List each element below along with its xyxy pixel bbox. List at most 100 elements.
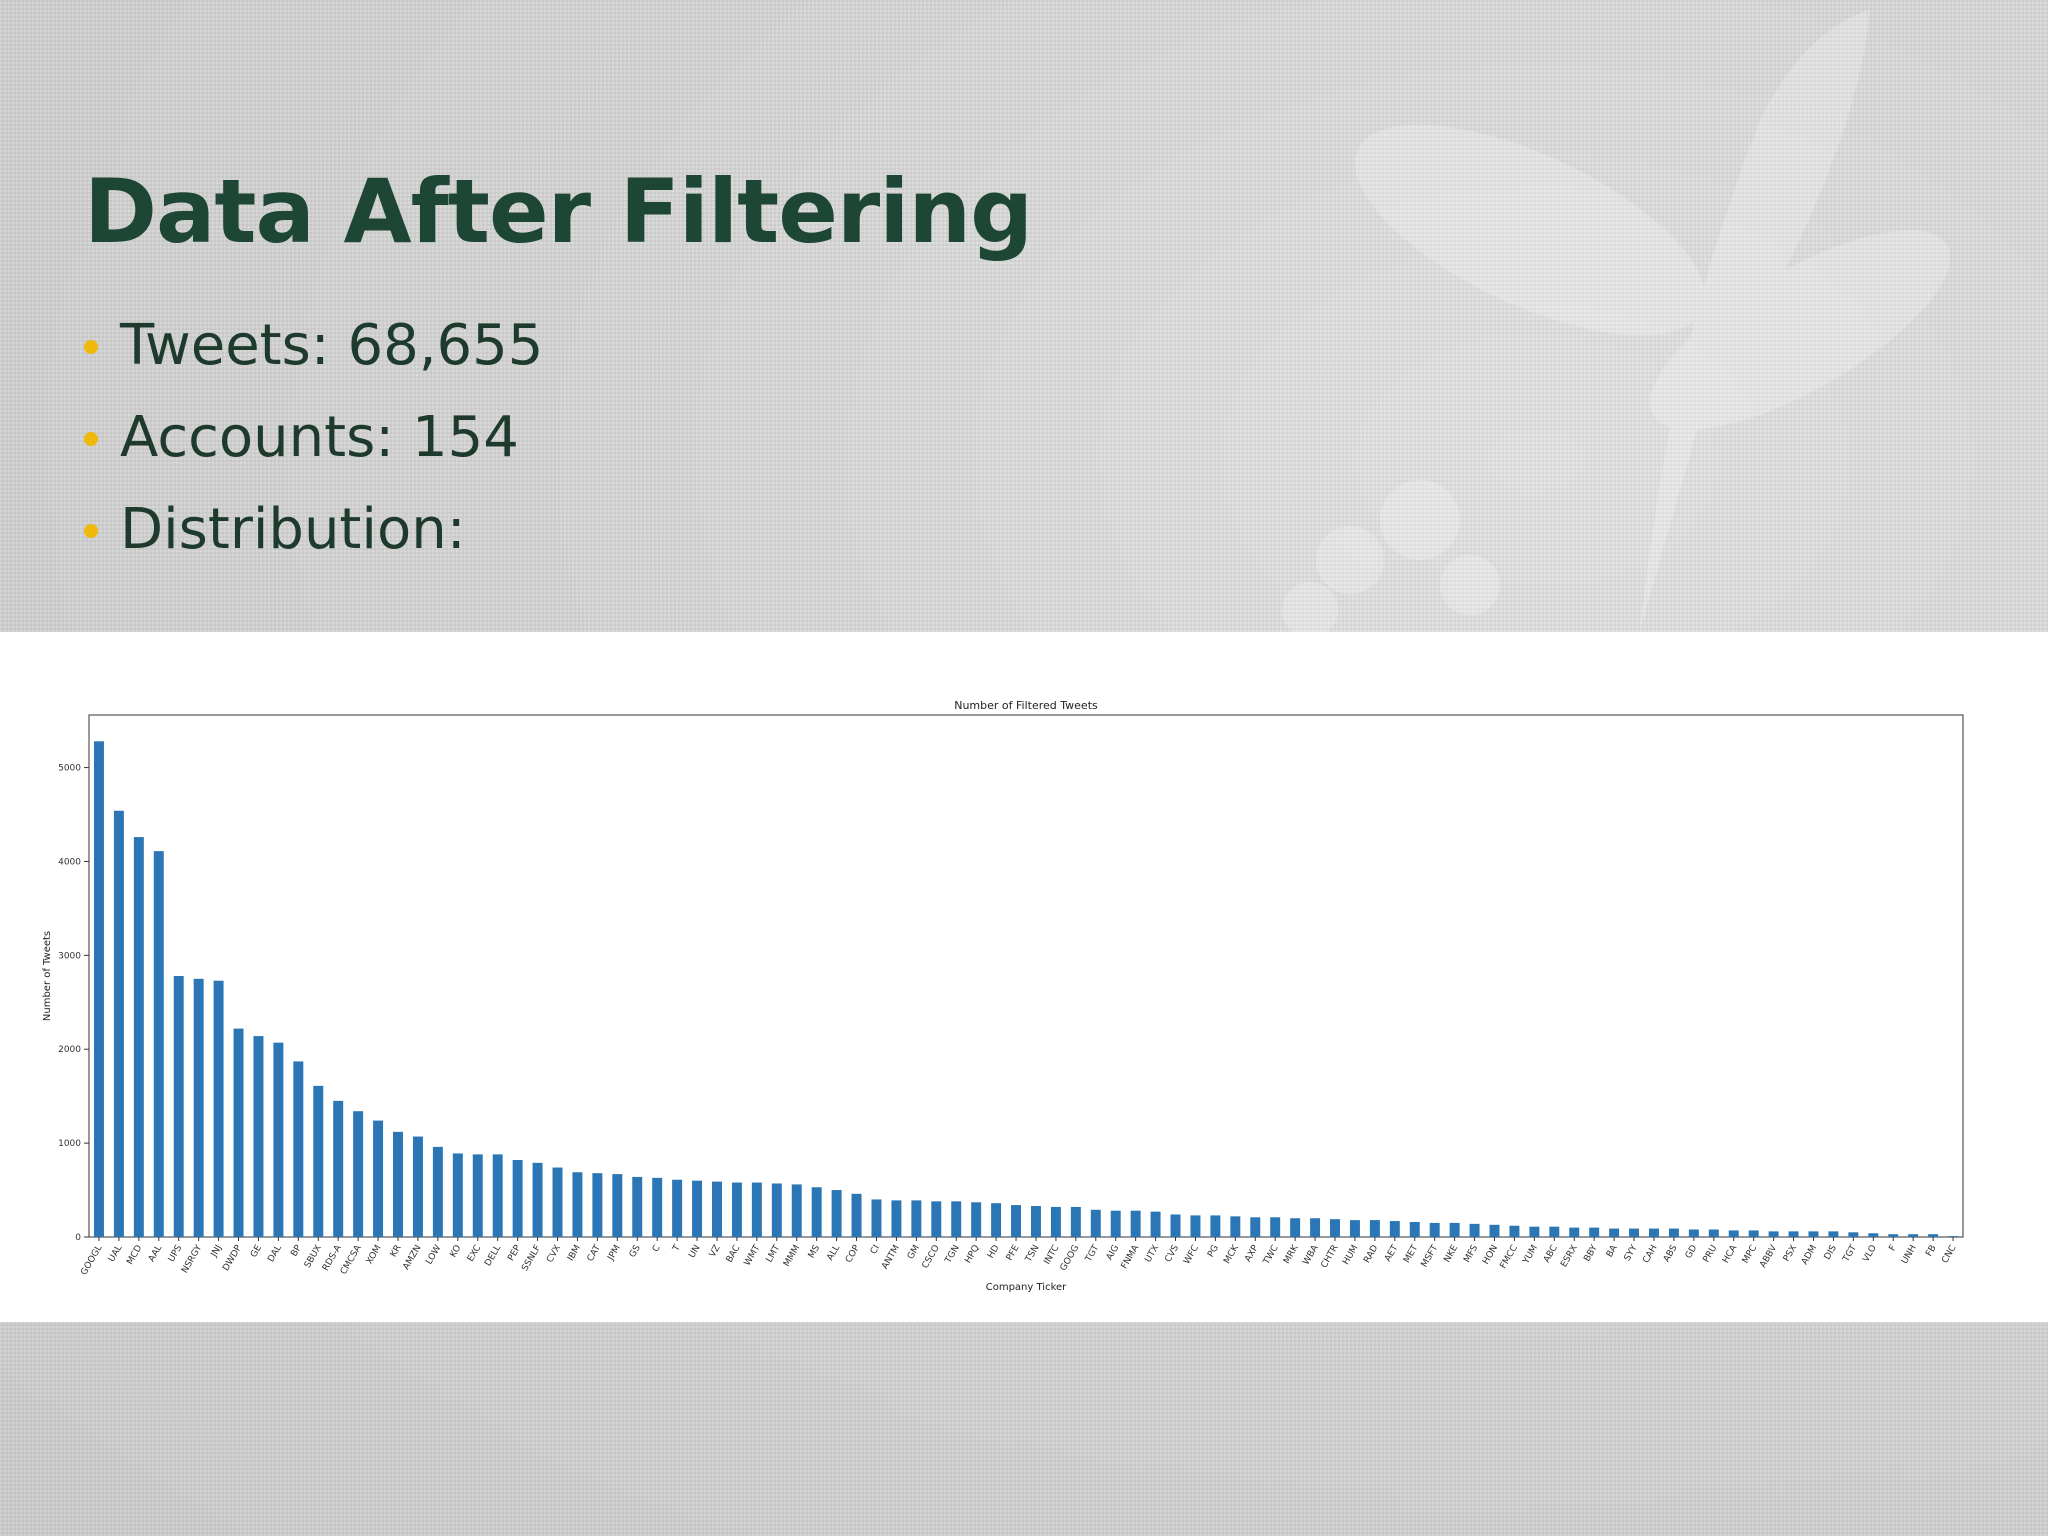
x-tick-label: GE xyxy=(249,1243,264,1259)
x-tick-label: TGT xyxy=(1083,1243,1101,1265)
bar-esrx xyxy=(1569,1227,1580,1237)
x-tick-label: DIS xyxy=(1823,1243,1839,1261)
slide-title: Data After Filtering xyxy=(84,160,1033,263)
x-tick-label: T xyxy=(671,1243,683,1254)
x-tick-label: CAH xyxy=(1641,1244,1659,1266)
x-tick-label: SBUX xyxy=(303,1244,324,1270)
x-tick-label: MSFT xyxy=(1420,1243,1441,1269)
bar-ssnlf xyxy=(532,1162,543,1237)
bar-dell xyxy=(492,1154,503,1237)
x-tick-label: PG xyxy=(1206,1243,1221,1259)
x-tick-label: VLO xyxy=(1861,1244,1879,1265)
x-tick-label: WMT xyxy=(743,1243,763,1268)
bullet-text: Distribution: xyxy=(120,497,466,562)
bar-ko xyxy=(452,1153,463,1237)
bar-fb xyxy=(1928,1234,1939,1237)
x-tick-label: MS xyxy=(807,1243,823,1260)
bar-exc xyxy=(472,1154,483,1237)
x-tick-label: ANTM xyxy=(880,1244,902,1272)
y-tick-label: 5000 xyxy=(58,764,81,774)
x-tick-label: GM xyxy=(906,1244,922,1262)
x-tick-label: MET xyxy=(1402,1243,1420,1265)
x-tick-label: AET xyxy=(1383,1243,1401,1263)
x-tick-label: KO xyxy=(449,1244,464,1260)
bar-met xyxy=(1409,1221,1420,1237)
x-tick-label: ADM xyxy=(1800,1244,1819,1267)
x-tick-label: AXP xyxy=(1243,1243,1261,1264)
x-tick-label: MPC xyxy=(1741,1244,1759,1266)
bar-hca xyxy=(1728,1230,1739,1237)
x-tick-label: HCA xyxy=(1721,1243,1740,1265)
x-tick-label: INTC xyxy=(1043,1244,1062,1267)
x-tick-label: FMCC xyxy=(1499,1244,1520,1271)
x-tick-label: BP xyxy=(289,1243,304,1259)
bar-cnc xyxy=(1948,1236,1959,1237)
x-tick-label: ABS xyxy=(1662,1243,1680,1264)
x-tick-label: UAL xyxy=(107,1244,125,1264)
x-tick-label: HD xyxy=(986,1243,1002,1260)
bar-ups xyxy=(173,976,184,1237)
bar-nke xyxy=(1449,1222,1460,1237)
x-tick-label: HON xyxy=(1481,1244,1500,1267)
bullet-dot-icon xyxy=(84,340,98,354)
bar-f xyxy=(1888,1234,1899,1237)
x-tick-label: UTX xyxy=(1143,1244,1161,1265)
x-tick-label: CVS xyxy=(1163,1243,1181,1264)
bar-fmcc xyxy=(1509,1225,1520,1237)
bar-mcd xyxy=(133,837,144,1237)
x-tick-label: IBM xyxy=(566,1244,583,1263)
bar-vz xyxy=(712,1181,722,1237)
bar-c xyxy=(652,1177,663,1237)
x-tick-label: TGN xyxy=(943,1244,962,1267)
x-tick-label: CAT xyxy=(586,1243,604,1263)
bar-cvx xyxy=(552,1167,563,1237)
bar-tgn xyxy=(951,1201,962,1237)
y-tick-label: 0 xyxy=(75,1233,81,1243)
bar-xom xyxy=(373,1120,384,1237)
x-tick-label: HPQ xyxy=(963,1244,981,1266)
bar-unh xyxy=(1908,1234,1919,1237)
bullet-tweets: Tweets: 68,655 xyxy=(84,300,543,392)
chart-title: Number of Filtered Tweets xyxy=(954,699,1098,712)
x-tick-label: NSRGY xyxy=(180,1243,204,1275)
bar-goog xyxy=(1070,1206,1081,1237)
bar-twc xyxy=(1270,1217,1281,1237)
bar-intc xyxy=(1050,1206,1061,1237)
bar-fnma xyxy=(1130,1210,1141,1237)
bar-hum xyxy=(1349,1220,1360,1237)
bar-t xyxy=(672,1179,683,1237)
bar-ge xyxy=(253,1036,264,1237)
x-tick-label: MFS xyxy=(1462,1243,1480,1264)
bar-bby xyxy=(1589,1227,1600,1237)
bullet-accounts: Accounts: 154 xyxy=(84,392,543,484)
x-tick-label: FNMA xyxy=(1120,1243,1142,1271)
bar-hd xyxy=(991,1203,1002,1237)
bullet-text: Tweets: 68,655 xyxy=(120,313,544,378)
bar-jpm xyxy=(612,1174,623,1237)
bar-tsn xyxy=(1030,1206,1041,1237)
x-tick-label: UNH xyxy=(1900,1244,1919,1266)
y-tick-label: 2000 xyxy=(58,1045,81,1055)
bar-cat xyxy=(592,1173,603,1237)
bar-aet xyxy=(1389,1221,1400,1237)
x-tick-label: BA xyxy=(1605,1243,1620,1259)
bar-wba xyxy=(1310,1218,1321,1237)
bar-pfe xyxy=(1011,1205,1022,1237)
x-tick-label: ABC xyxy=(1542,1244,1560,1265)
chart-panel: Number of Filtered Tweets Company Ticker… xyxy=(0,632,2048,1322)
x-tick-label: RAD xyxy=(1362,1243,1380,1264)
bar-chtr xyxy=(1330,1219,1340,1237)
bar-cvs xyxy=(1170,1214,1181,1237)
x-tick-label: PFE xyxy=(1005,1243,1022,1262)
bar-all xyxy=(831,1190,842,1237)
bars-group xyxy=(93,741,1959,1237)
bar-mfs xyxy=(1469,1223,1480,1237)
x-tick-label: AMZN xyxy=(401,1244,423,1272)
bar-abbv xyxy=(1768,1231,1779,1237)
bar-bp xyxy=(293,1061,304,1237)
x-tick-label: ABBV xyxy=(1758,1243,1779,1270)
bar-gs xyxy=(632,1176,643,1237)
bar-cmcsa xyxy=(353,1111,364,1237)
x-tick-label: PRU xyxy=(1702,1244,1720,1265)
